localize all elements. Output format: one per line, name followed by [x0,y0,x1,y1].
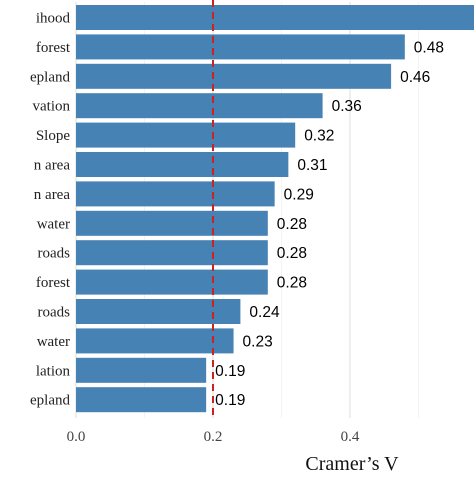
x-tick-label: 0.4 [341,429,360,445]
x-tick-label: 0.2 [204,429,223,445]
bar [76,387,207,413]
value-label: 0.29 [284,186,314,203]
category-label: ihood [36,11,71,27]
value-label: 0.23 [243,333,273,350]
value-label: 0.32 [304,128,334,145]
value-label: 0.36 [332,98,362,115]
category-label: epland [30,69,70,85]
bar [76,357,207,383]
bar [76,269,268,295]
x-axis: 0.0 0.2 0.4 [67,429,360,445]
value-label: 0.48 [414,39,444,56]
bar-layer [76,5,474,413]
category-label: Slope [36,128,71,144]
bar [76,152,289,177]
value-label: 0.28 [277,275,307,292]
bar [76,210,268,236]
category-label: n area [34,187,71,203]
category-label: roads [38,246,71,262]
x-axis-title: Cramer’s V [305,453,399,474]
x-tick-label: 0.0 [67,429,86,445]
value-label: 0.31 [297,157,327,174]
category-label: forest [36,275,71,291]
value-label: 0.24 [249,304,280,321]
category-label: water [37,216,70,232]
bar [76,240,268,266]
bar [76,328,234,354]
category-label: n area [34,158,71,174]
bar [76,63,392,89]
bar [76,122,296,148]
value-label: 0.28 [277,216,307,233]
value-label: 0.28 [277,245,307,262]
category-label: epland [30,393,70,409]
bar [76,93,323,119]
category-label: water [37,334,70,350]
value-label: 0.19 [215,363,245,380]
bar [76,299,241,324]
category-label: roads [38,305,71,321]
bar [76,181,275,207]
category-label: lation [36,363,71,379]
category-label: forest [36,40,71,56]
value-label: 0.19 [215,392,245,409]
bar [76,5,474,30]
bar [76,34,405,60]
category-label: vation [33,99,71,115]
value-label: 0.46 [400,69,430,86]
label-layer: ihood forest 0.48 epland 0.46 vation 0.36 Slope… [30,11,444,410]
